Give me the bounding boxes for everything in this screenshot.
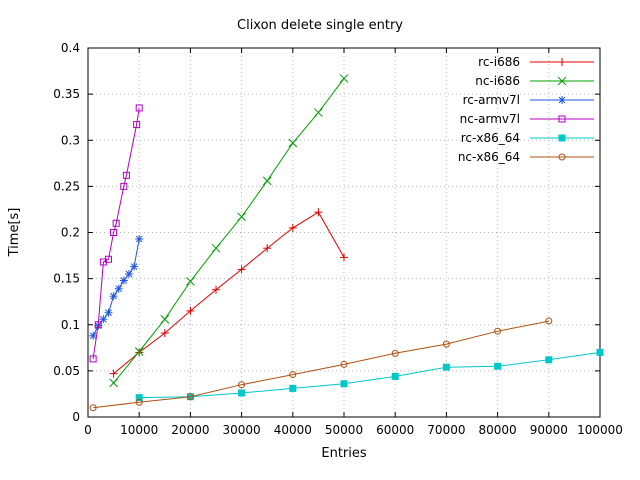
y-tick-label: 0.2 <box>61 226 80 240</box>
x-tick-label: 0 <box>84 423 92 437</box>
y-tick-label: 0.1 <box>61 318 80 332</box>
marker <box>94 321 102 329</box>
marker <box>122 171 130 179</box>
marker <box>115 285 123 293</box>
x-tick-label: 40000 <box>274 423 312 437</box>
marker <box>442 363 450 371</box>
series-line-nc-i686 <box>113 78 345 384</box>
legend-label-rc-x86_64: rc-x86_64 <box>461 131 520 145</box>
marker <box>289 384 297 392</box>
legend-label-rc-armv7l: rc-armv7l <box>463 93 520 107</box>
marker <box>558 96 566 104</box>
marker <box>89 404 97 412</box>
marker <box>340 360 348 368</box>
marker <box>160 314 170 324</box>
marker <box>558 115 566 123</box>
y-tick-label: 0.35 <box>53 87 80 101</box>
marker <box>112 219 120 227</box>
marker <box>110 292 117 300</box>
marker <box>545 356 553 364</box>
marker <box>340 380 348 388</box>
marker <box>110 229 118 236</box>
marker <box>89 355 97 363</box>
y-tick-label: 0.15 <box>53 272 80 286</box>
marker <box>545 317 553 325</box>
marker <box>134 347 144 356</box>
marker <box>442 340 450 348</box>
marker <box>105 309 112 317</box>
marker <box>104 255 112 263</box>
marker <box>135 394 143 402</box>
y-axis-label: Time[s] <box>7 207 22 257</box>
x-tick-label: 30000 <box>223 423 261 437</box>
y-tick-label: 0.25 <box>53 179 80 193</box>
y-tick-label: 0.3 <box>61 133 80 147</box>
marker <box>558 153 566 161</box>
x-tick-label: 20000 <box>171 423 209 437</box>
marker <box>135 104 143 112</box>
marker <box>89 332 97 340</box>
marker <box>238 389 246 397</box>
marker <box>237 212 246 222</box>
x-tick-label: 90000 <box>530 423 568 437</box>
legend-label-nc-armv7l: nc-armv7l <box>460 112 520 126</box>
marker <box>494 327 502 335</box>
marker <box>100 315 107 323</box>
marker <box>289 371 297 379</box>
series-line-rc-x86_64 <box>139 351 601 399</box>
marker <box>109 378 118 388</box>
marker <box>494 362 502 370</box>
marker <box>211 243 221 253</box>
plot-border <box>87 47 601 418</box>
x-tick-label: 70000 <box>427 423 465 437</box>
marker <box>186 393 194 401</box>
series-line-nc-armv7l <box>92 107 140 359</box>
marker <box>120 182 128 190</box>
legend-label-nc-i686: nc-i686 <box>475 74 520 88</box>
x-tick-label: 10000 <box>120 423 158 437</box>
y-tick-label: 0.4 <box>61 41 80 55</box>
series-line-nc-x86_64 <box>93 320 549 409</box>
y-tick-label: 0 <box>72 410 80 424</box>
legend-label-rc-i686: rc-i686 <box>478 55 520 69</box>
marker <box>314 108 323 117</box>
marker <box>135 235 143 243</box>
x-tick-label: 50000 <box>325 423 363 437</box>
marker <box>238 381 246 389</box>
marker <box>262 176 272 186</box>
marker <box>130 263 138 270</box>
marker <box>339 74 349 83</box>
x-tick-label: 100000 <box>577 423 623 437</box>
chart-title: Clixon delete single entry <box>237 18 403 33</box>
marker <box>125 270 133 278</box>
marker <box>120 277 128 284</box>
legend-label-nc-x86_64: nc-x86_64 <box>458 150 520 164</box>
marker <box>391 372 399 380</box>
marker <box>288 138 298 148</box>
x-axis-label: Entries <box>321 446 367 461</box>
marker <box>186 277 195 286</box>
marker <box>558 134 566 142</box>
x-tick-label: 80000 <box>479 423 517 437</box>
y-tick-label: 0.05 <box>53 364 80 378</box>
marker <box>133 121 141 129</box>
marker <box>391 349 399 357</box>
x-tick-label: 60000 <box>376 423 414 437</box>
marker <box>135 398 143 406</box>
marker <box>557 76 567 86</box>
series-line-rc-i686 <box>113 211 345 374</box>
marker <box>596 348 604 356</box>
